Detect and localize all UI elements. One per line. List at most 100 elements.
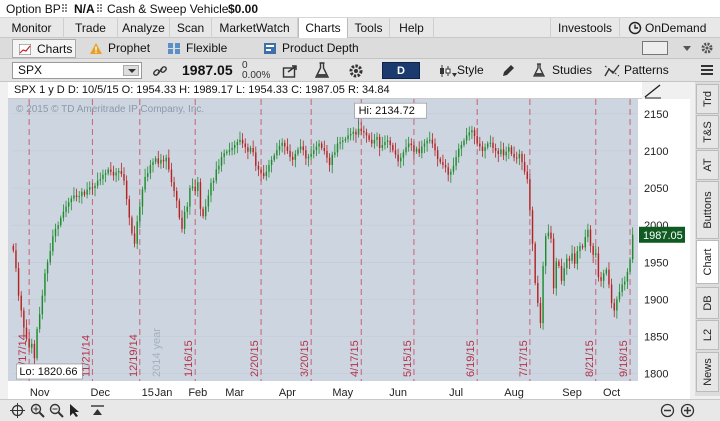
studies-label: Studies	[552, 63, 593, 77]
zoom-out-icon[interactable]	[49, 403, 64, 418]
candle-body	[197, 182, 199, 192]
candle-body	[363, 130, 365, 133]
candle-body	[189, 188, 191, 207]
menu-tools[interactable]: Tools	[348, 18, 390, 38]
menu-marketwatch[interactable]: MarketWatch	[212, 18, 298, 38]
zoom-in-icon[interactable]	[680, 403, 695, 418]
menu-list-icon[interactable]	[700, 63, 714, 77]
candle-body	[36, 329, 38, 359]
candle-body	[17, 268, 20, 296]
price-tick-label: 1800	[644, 369, 668, 381]
candle-body	[244, 143, 246, 148]
candle-body	[268, 165, 270, 172]
chevron-down-icon[interactable]	[123, 65, 139, 76]
candle-body	[529, 179, 531, 211]
clock-icon	[628, 21, 642, 35]
style-menu-button[interactable]: Style	[436, 61, 488, 80]
candle-body	[60, 217, 62, 226]
candle-body	[115, 172, 117, 176]
share-icon[interactable]	[282, 63, 298, 79]
candle-body	[555, 261, 557, 289]
last-price: 1987.05	[182, 62, 233, 78]
candle-body	[331, 154, 333, 166]
zoom-out-icon[interactable]	[660, 403, 675, 418]
collapse-panel-icon[interactable]	[90, 403, 105, 418]
settings-gear-icon[interactable]	[700, 41, 714, 55]
dropdown-arrow-icon[interactable]	[680, 41, 694, 55]
time-tick-label: Jun	[389, 387, 407, 399]
chart-svg[interactable]: 11/21/14 12/19/14 1/16/15 2/20/15 3/20/15 4/1…	[8, 99, 690, 401]
menu-monitor[interactable]: Monitor	[0, 18, 64, 38]
side-tab-chart[interactable]: Chart	[696, 240, 719, 284]
high-label-box	[354, 102, 427, 119]
candle-body	[371, 139, 373, 144]
subtab-charts[interactable]: Charts	[12, 39, 76, 58]
patterns-menu-button[interactable]: Patterns	[602, 61, 672, 80]
menu-investools[interactable]: Investools	[550, 18, 620, 38]
candle-body	[52, 236, 54, 252]
side-tab-ts[interactable]: T&S	[696, 115, 719, 149]
candle-body	[183, 211, 186, 229]
drag-handle-icon[interactable]	[97, 4, 103, 14]
symbol-selector[interactable]: SPX	[12, 62, 142, 79]
flask-icon[interactable]	[314, 62, 330, 79]
menu-analyze[interactable]: Analyze	[118, 18, 170, 38]
pencil-icon[interactable]	[500, 63, 516, 79]
candle-body	[165, 157, 167, 162]
sub-tabs: Charts Prophet Flexible Grid Product Dep…	[0, 38, 720, 74]
candle-body	[328, 157, 331, 166]
candle-body	[547, 232, 550, 237]
candle-body	[284, 142, 286, 147]
candle-body	[608, 269, 610, 285]
low-label-box	[16, 363, 83, 380]
cursor-icon[interactable]	[67, 403, 82, 418]
candle-body	[621, 284, 623, 292]
header-open: O: 1954.33	[121, 84, 177, 96]
candle-body	[423, 143, 426, 147]
side-tab-trd[interactable]: Trd	[696, 84, 719, 114]
expiration-label: 5/15/15	[402, 340, 414, 377]
studies-menu-button[interactable]: Studies	[530, 61, 594, 80]
candle-body	[513, 153, 515, 158]
link-icon[interactable]	[152, 63, 168, 79]
side-tab-news[interactable]: News	[696, 352, 719, 392]
menu-ondemand[interactable]: OnDemand	[620, 18, 720, 38]
candle-body	[75, 195, 78, 197]
side-tab-chart-label: Chart	[701, 248, 714, 276]
menu-trade[interactable]: Trade	[64, 18, 118, 38]
candle-body	[576, 251, 579, 264]
menu-scan[interactable]: Scan	[170, 18, 212, 38]
candle-body	[41, 295, 44, 315]
price-chart[interactable]: 11/21/14 12/19/14 1/16/15 2/20/15 3/20/15 4/1…	[8, 99, 690, 401]
candle-body	[207, 195, 210, 207]
candle-body	[592, 245, 594, 255]
pan-crosshair-icon[interactable]	[10, 403, 25, 418]
candle-body	[600, 277, 602, 281]
candle-body	[502, 149, 505, 156]
subtab-flexible-grid[interactable]: Flexible Grid	[162, 39, 252, 74]
candle-body	[481, 146, 484, 151]
settings-gear-icon[interactable]	[348, 63, 364, 79]
expiration-label: 2/20/15	[249, 340, 261, 377]
trendline-tool-icon[interactable]	[644, 83, 662, 99]
side-tab-l2[interactable]: L2	[696, 320, 719, 350]
time-tick-label: Dec	[91, 387, 111, 399]
high-label: Hi: 2134.72	[359, 105, 415, 117]
menu-charts[interactable]: Charts	[298, 18, 348, 38]
side-tab-buttons[interactable]: Buttons	[696, 181, 719, 239]
candle-body	[336, 143, 339, 153]
subtab-product-depth[interactable]: Product Depth	[258, 39, 362, 58]
layout-icon[interactable]	[642, 41, 668, 55]
menu-help[interactable]: Help	[390, 18, 434, 38]
cash-label: Cash & Sweep Vehicle	[107, 2, 229, 16]
depth-icon	[264, 43, 276, 54]
candle-body	[38, 314, 41, 330]
drag-handle-icon[interactable]	[62, 4, 68, 14]
candle-body	[497, 150, 499, 154]
zoom-in-icon[interactable]	[30, 403, 45, 418]
subtab-prophet[interactable]: Prophet	[84, 39, 156, 58]
side-tab-db[interactable]: DB	[696, 287, 719, 319]
side-tab-at[interactable]: AT	[696, 150, 719, 180]
aggregation-button[interactable]: D	[382, 62, 420, 79]
